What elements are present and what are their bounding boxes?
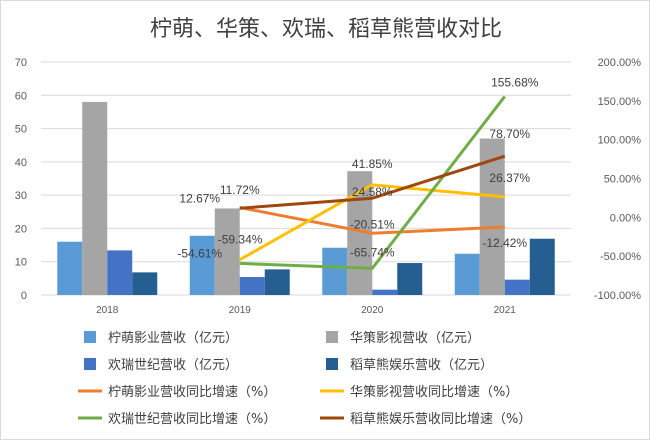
bar-1-1 bbox=[214, 208, 240, 295]
bar-3-3 bbox=[529, 238, 555, 295]
legend-label-4: 柠萌影业营收同比增速（%） bbox=[108, 385, 276, 400]
chart-title: 柠萌、华策、欢瑞、稻草熊营收对比 bbox=[150, 17, 502, 42]
bar-1-0 bbox=[82, 101, 108, 295]
data-label: 11.72% bbox=[220, 183, 260, 197]
bar-2-2 bbox=[372, 289, 398, 295]
data-label: 41.85% bbox=[352, 157, 393, 171]
data-label: -54.61% bbox=[177, 247, 222, 261]
legend-label-7: 稻草熊娱乐营收同比增速（%） bbox=[350, 411, 531, 427]
bar-0-3 bbox=[454, 253, 480, 295]
legend-label-5: 华策影视营收同比增速（%） bbox=[350, 384, 518, 400]
y-right-tick-label: 150.00% bbox=[598, 96, 642, 108]
y-left-tick-label: 10 bbox=[15, 257, 27, 269]
line-series-0 bbox=[239, 206, 505, 235]
line-series-3 bbox=[239, 154, 506, 210]
y-left-tick-label: 20 bbox=[15, 223, 27, 235]
y-left-tick-label: 70 bbox=[15, 57, 27, 69]
y-right-tick-label: 100.00% bbox=[598, 135, 642, 147]
y-left-tick-label: 0 bbox=[21, 290, 27, 302]
y-left-tick-label: 30 bbox=[15, 190, 27, 202]
y-right-tick-label: 50.00% bbox=[604, 174, 642, 186]
y-left-tick-label: 50 bbox=[15, 124, 27, 136]
legend-label-3: 稻草熊娱乐营收（亿元） bbox=[350, 357, 493, 373]
data-label: 12.67% bbox=[179, 191, 220, 205]
line-series-1 bbox=[239, 183, 505, 262]
line-series-2 bbox=[239, 95, 506, 270]
y-right-tick-label: -50.00% bbox=[600, 251, 641, 263]
data-label: -59.34% bbox=[218, 232, 263, 246]
legend-swatch-1 bbox=[326, 331, 338, 343]
y-left-tick-label: 40 bbox=[15, 157, 27, 169]
bar-3-2 bbox=[397, 263, 423, 295]
bar-0-0 bbox=[57, 241, 83, 295]
x-category-label: 2021 bbox=[494, 305, 517, 316]
bars bbox=[57, 101, 555, 295]
legend-label-1: 华策影视营收（亿元） bbox=[350, 330, 480, 346]
bar-3-0 bbox=[132, 272, 158, 295]
legend-swatch-3 bbox=[326, 358, 338, 370]
legend-label-6: 欢瑞世纪营收同比增速（%） bbox=[108, 412, 276, 427]
data-labels: 12.67% -20.51% -12.42% -54.61% 41.85% 26.37% -… bbox=[177, 75, 538, 260]
data-label: -20.51% bbox=[350, 217, 395, 231]
legend-label-2: 欢瑞世纪营收（亿元） bbox=[108, 358, 238, 373]
bar-2-3 bbox=[504, 279, 530, 295]
legend-swatch-0 bbox=[84, 331, 96, 343]
data-label: -65.74% bbox=[350, 245, 395, 259]
legend-swatch-2 bbox=[84, 358, 96, 370]
legend: 柠萌影业营收（亿元） 华策影视营收（亿元） 欢瑞世纪营收（亿元） 稻草熊娱乐营收（亿元… bbox=[78, 330, 531, 427]
x-category-label: 2018 bbox=[96, 305, 119, 316]
bar-0-2 bbox=[322, 247, 348, 295]
x-category-label: 2019 bbox=[229, 305, 252, 316]
legend-label-0: 柠萌影业营收（亿元） bbox=[108, 331, 238, 346]
y-left-tick-label: 60 bbox=[15, 90, 27, 102]
y-right-tick-label: -100.00% bbox=[594, 290, 641, 302]
data-label: 155.68% bbox=[491, 75, 539, 89]
y-right-tick-label: 200.00% bbox=[598, 57, 642, 69]
y-right-tick-label: 0.00% bbox=[610, 212, 641, 224]
bar-2-1 bbox=[239, 277, 265, 295]
bar-3-1 bbox=[264, 269, 290, 295]
bar-0-1 bbox=[189, 235, 215, 295]
bar-2-0 bbox=[107, 250, 133, 295]
bar-1-3 bbox=[479, 138, 505, 295]
data-label: 78.70% bbox=[489, 127, 530, 141]
lines bbox=[239, 95, 506, 270]
data-label: 24.58% bbox=[352, 185, 393, 199]
axes: 0 10 20 30 40 50 60 70 -100.00% -50.00% 0.00% 50.00… bbox=[15, 57, 641, 316]
data-label: 26.37% bbox=[489, 171, 530, 185]
x-category-label: 2020 bbox=[361, 305, 384, 316]
data-label: -12.42% bbox=[482, 236, 527, 250]
